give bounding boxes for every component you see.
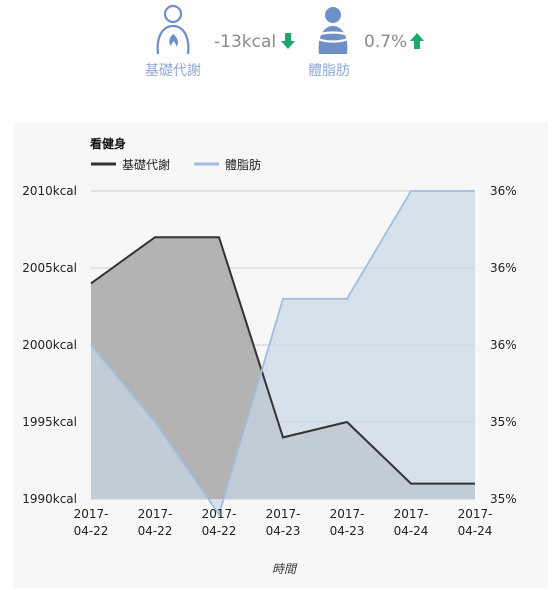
arrow-down-icon [281,33,295,49]
legend-label-bodyfat: 體脂肪 [225,157,261,172]
series-area-1 [91,191,475,515]
x-tick-label: 2017- [266,507,301,521]
axis-labels: 2010kcal 2005kcal 2000kcal 1995kcal 1990kcal… [22,184,516,538]
metrics-header: 基礎代謝 -13kcal 體脂肪 0.7% [0,0,560,90]
x-tick-label: 04-24 [394,524,429,538]
metric-label-bodyfat: 體脂肪 [308,63,350,79]
x-tick-label: 04-23 [330,524,365,538]
y-right-tick-label: 36% [490,261,517,275]
metric-value-bmr: -13kcal [214,32,277,52]
y-left-tick-label: 1990kcal [22,492,77,506]
metric-value-bodyfat: 0.7% [364,32,408,52]
y-left-tick-label: 2000kcal [22,338,77,352]
y-right-tick-label: 36% [490,338,517,352]
x-tick-label: 2017- [74,507,109,521]
legend-label-bmr: 基礎代謝 [122,157,170,172]
body-fat-icon [315,7,351,54]
y-left-tick-label: 2005kcal [22,261,77,275]
x-tick-label: 04-22 [202,524,237,538]
y-left-tick-label: 2010kcal [22,184,77,198]
x-tick-label: 2017- [138,507,173,521]
y-left-tick-label: 1995kcal [22,415,77,429]
x-tick-label: 04-23 [266,524,301,538]
x-tick-label: 2017- [330,507,365,521]
series-line-0 [90,236,475,485]
x-tick-label: 04-22 [74,524,109,538]
x-tick-label: 04-24 [458,524,493,538]
series-line-1 [90,190,475,517]
y-right-tick-label: 35% [490,492,517,506]
legend-title: 看健身 [90,136,126,151]
series-areas [91,191,475,515]
x-tick-label: 2017- [394,507,429,521]
x-tick-label: 04-22 [138,524,173,538]
x-axis-title: 時間 [272,562,298,576]
y-right-tick-label: 36% [490,184,517,198]
legend: 看健身 基礎代謝 體脂肪 [90,136,261,172]
series-lines [90,190,475,517]
y-right-tick-label: 35% [490,415,517,429]
x-tick-label: 2017- [458,507,493,521]
arrow-up-icon [410,33,424,49]
metric-label-bmr: 基礎代謝 [145,63,201,79]
x-tick-label: 2017- [202,507,237,521]
series-area-0 [91,237,475,499]
person-flame-icon [156,4,190,55]
